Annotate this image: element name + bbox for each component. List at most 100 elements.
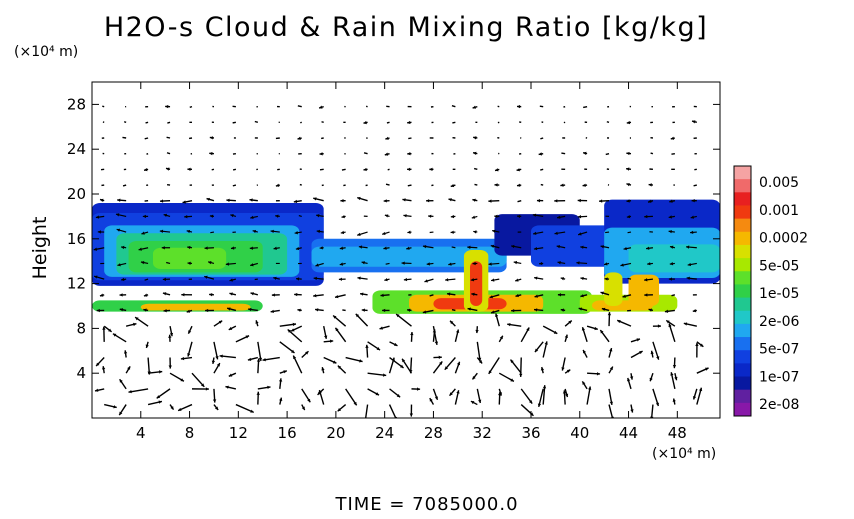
wind-arrowhead — [601, 307, 606, 311]
wind-arrowhead — [121, 277, 125, 282]
wind-arrowhead — [252, 229, 257, 234]
plot-frame — [91, 81, 721, 419]
wind-arrowhead — [498, 392, 503, 396]
wind-arrowhead — [410, 331, 414, 336]
wind-arrowhead — [143, 308, 147, 312]
wind-vector — [232, 168, 237, 171]
wind-vector — [431, 184, 434, 187]
x-tick-label: 36 — [521, 424, 540, 442]
wind-vector — [488, 357, 500, 375]
wind-vector — [299, 183, 302, 186]
wind-arrowhead — [396, 394, 401, 398]
wind-arrowhead — [293, 355, 297, 360]
colorbar-swatch — [734, 310, 751, 325]
wind-arrowhead — [596, 372, 601, 376]
wind-arrowhead — [490, 244, 495, 249]
wind-arrowhead — [324, 335, 328, 339]
wind-arrowhead — [101, 366, 106, 370]
wind-vector — [671, 294, 676, 297]
wind-arrowhead — [339, 262, 344, 266]
wind-vector — [542, 385, 546, 405]
wind-vector — [429, 294, 434, 297]
wind-arrowhead — [138, 247, 142, 251]
wind-arrowhead — [557, 261, 561, 265]
wind-arrowhead — [626, 214, 631, 219]
wind-arrowhead — [580, 245, 584, 249]
wind-arrowhead — [396, 314, 400, 318]
wind-arrowhead — [554, 199, 558, 203]
wind-vector — [364, 404, 369, 418]
wind-arrowhead — [672, 398, 676, 402]
wind-arrowhead — [407, 167, 411, 172]
wind-arrowhead — [692, 120, 696, 124]
wind-arrowhead — [361, 308, 365, 312]
x-tick-label: 40 — [570, 424, 589, 442]
x-tick-label: 48 — [668, 424, 687, 442]
wind-arrowhead — [382, 373, 387, 377]
wind-arrowhead — [580, 276, 584, 281]
field-region — [311, 246, 507, 267]
wind-arrowhead — [542, 385, 547, 389]
colorbar-swatch — [734, 192, 751, 206]
wind-arrowhead — [283, 370, 287, 374]
wind-arrowhead — [576, 261, 580, 265]
wind-arrowhead — [600, 291, 604, 295]
wind-arrowhead — [229, 278, 233, 282]
wind-arrowhead — [204, 275, 208, 279]
wind-arrowhead — [144, 167, 148, 172]
wind-arrowhead — [698, 387, 703, 392]
wind-vector — [474, 183, 478, 186]
wind-arrowhead — [166, 167, 170, 171]
field-region — [628, 244, 720, 273]
colorbar-label: 2e-08 — [759, 397, 799, 413]
wind-vector — [144, 137, 149, 140]
wind-arrowhead — [340, 230, 345, 235]
wind-vector — [395, 313, 412, 327]
wind-arrowhead — [359, 359, 363, 363]
wind-arrowhead — [471, 292, 475, 296]
wind-vector — [538, 388, 544, 408]
wind-arrowhead — [294, 231, 298, 235]
wind-arrowhead — [568, 320, 572, 324]
wind-arrowhead — [557, 293, 561, 297]
wind-arrowhead — [363, 120, 367, 125]
wind-arrowhead — [215, 356, 219, 360]
wind-vector — [365, 184, 368, 187]
wind-arrowhead — [467, 307, 471, 311]
wind-arrowhead — [247, 357, 252, 361]
wind-arrowhead — [95, 215, 100, 219]
wind-arrowhead — [94, 275, 98, 279]
wind-arrowhead — [335, 327, 339, 332]
wind-arrowhead — [275, 183, 280, 187]
wind-vector — [605, 152, 610, 156]
wind-arrowhead — [93, 247, 98, 251]
wind-arrowhead — [205, 387, 209, 391]
wind-arrowhead — [516, 104, 521, 109]
wind-vector — [408, 137, 412, 140]
wind-arrowhead — [544, 341, 548, 345]
wind-arrowhead — [127, 366, 131, 370]
wind-arrowhead — [655, 402, 660, 407]
wind-arrowhead — [295, 246, 300, 251]
wind-arrowhead — [358, 245, 363, 249]
wind-arrowhead — [626, 120, 631, 125]
wind-arrowhead — [278, 378, 283, 382]
colorbar-label: 0.005 — [759, 175, 799, 191]
wind-arrowhead — [267, 385, 271, 390]
wind-arrowhead — [609, 401, 614, 405]
wind-arrowhead — [315, 263, 319, 267]
colorbar-swatch — [734, 376, 751, 391]
wind-arrowhead — [113, 405, 117, 409]
wind-vector — [385, 262, 390, 265]
wind-arrowhead — [639, 351, 643, 355]
wind-arrowhead — [301, 406, 305, 411]
wind-arrowhead — [529, 400, 533, 404]
wind-arrowhead — [208, 261, 212, 265]
wind-arrowhead — [516, 214, 521, 219]
wind-arrowhead — [291, 328, 295, 332]
wind-arrowhead — [271, 293, 276, 297]
wind-arrowhead — [96, 362, 100, 367]
wind-arrowhead — [475, 329, 479, 334]
wind-arrowhead — [477, 357, 482, 362]
wind-arrowhead — [295, 277, 300, 281]
